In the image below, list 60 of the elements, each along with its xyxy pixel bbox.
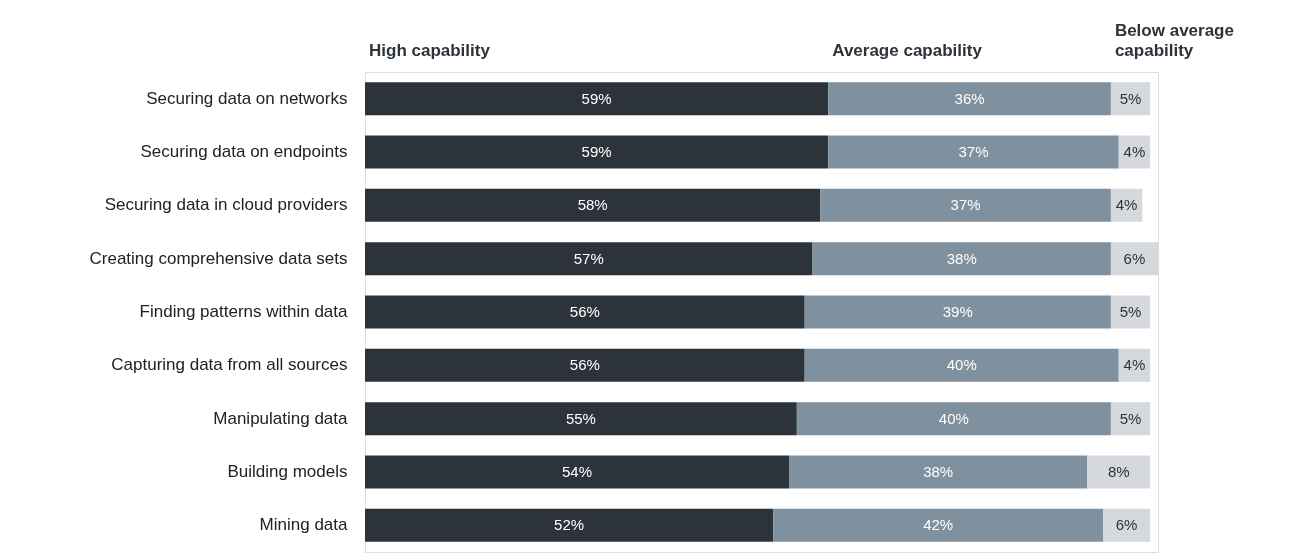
bar xyxy=(365,295,805,329)
bar xyxy=(1110,295,1151,329)
bar xyxy=(365,82,829,116)
data-label: 59% xyxy=(581,143,612,160)
y-tick-label: Securing data on endpoints xyxy=(140,142,348,161)
data-label: 36% xyxy=(954,89,985,107)
data-label: 57% xyxy=(573,249,604,267)
y-tick-label: Securing data in cloud providers xyxy=(104,195,348,215)
y-tick-label: Building models xyxy=(227,462,348,481)
y-tick-label: Mining data xyxy=(259,515,349,535)
series-label: High capability xyxy=(369,41,491,60)
bar xyxy=(1087,455,1151,489)
data-label: 6% xyxy=(1123,249,1146,267)
data-label: 40% xyxy=(938,409,969,427)
data-label: 37% xyxy=(950,196,981,214)
data-label: 38% xyxy=(923,463,954,480)
data-label: 5% xyxy=(1119,409,1142,427)
bar xyxy=(365,135,829,169)
y-tick-label: Creating comprehensive data sets xyxy=(89,248,348,268)
series-label: Below average capability xyxy=(1114,21,1234,60)
data-label: 8% xyxy=(1107,463,1130,480)
data-label: 59% xyxy=(581,89,612,107)
bar xyxy=(365,348,805,382)
data-label: 5% xyxy=(1119,303,1142,320)
y-tick-label: Finding patterns within data xyxy=(139,302,349,321)
data-label: 6% xyxy=(1115,516,1138,534)
bar xyxy=(820,188,1111,222)
data-label: 42% xyxy=(923,516,954,534)
bar xyxy=(788,455,1088,489)
bar xyxy=(812,242,1111,276)
data-label: 58% xyxy=(577,196,608,214)
data-label: 38% xyxy=(946,249,977,267)
data-label: 40% xyxy=(946,356,977,374)
bar xyxy=(796,402,1111,436)
bar xyxy=(828,82,1111,116)
data-label: 4% xyxy=(1115,196,1138,214)
data-label: 56% xyxy=(569,356,600,374)
y-tick-label: Manipulating data xyxy=(213,408,349,428)
data-label: 4% xyxy=(1123,356,1146,374)
bar xyxy=(365,242,813,276)
bar xyxy=(365,508,774,542)
data-label: 55% xyxy=(565,409,596,427)
data-label: 39% xyxy=(942,303,973,320)
series-label: Average capability xyxy=(832,41,983,60)
data-label: 4% xyxy=(1123,143,1146,160)
bar xyxy=(828,135,1119,169)
bar xyxy=(804,295,1111,329)
data-label: 37% xyxy=(958,143,989,160)
bar xyxy=(365,455,789,489)
data-label: 54% xyxy=(561,463,593,480)
y-tick-label: Capturing data from all sources xyxy=(111,355,348,375)
bar xyxy=(365,188,821,222)
bar xyxy=(1103,508,1151,542)
data-label: 52% xyxy=(554,516,585,534)
data-label: 5% xyxy=(1119,89,1142,107)
bar xyxy=(804,348,1119,382)
bar xyxy=(773,508,1104,542)
data-label: 56% xyxy=(569,303,600,320)
bar xyxy=(365,402,797,436)
y-tick-label: Securing data on networks xyxy=(146,88,348,108)
